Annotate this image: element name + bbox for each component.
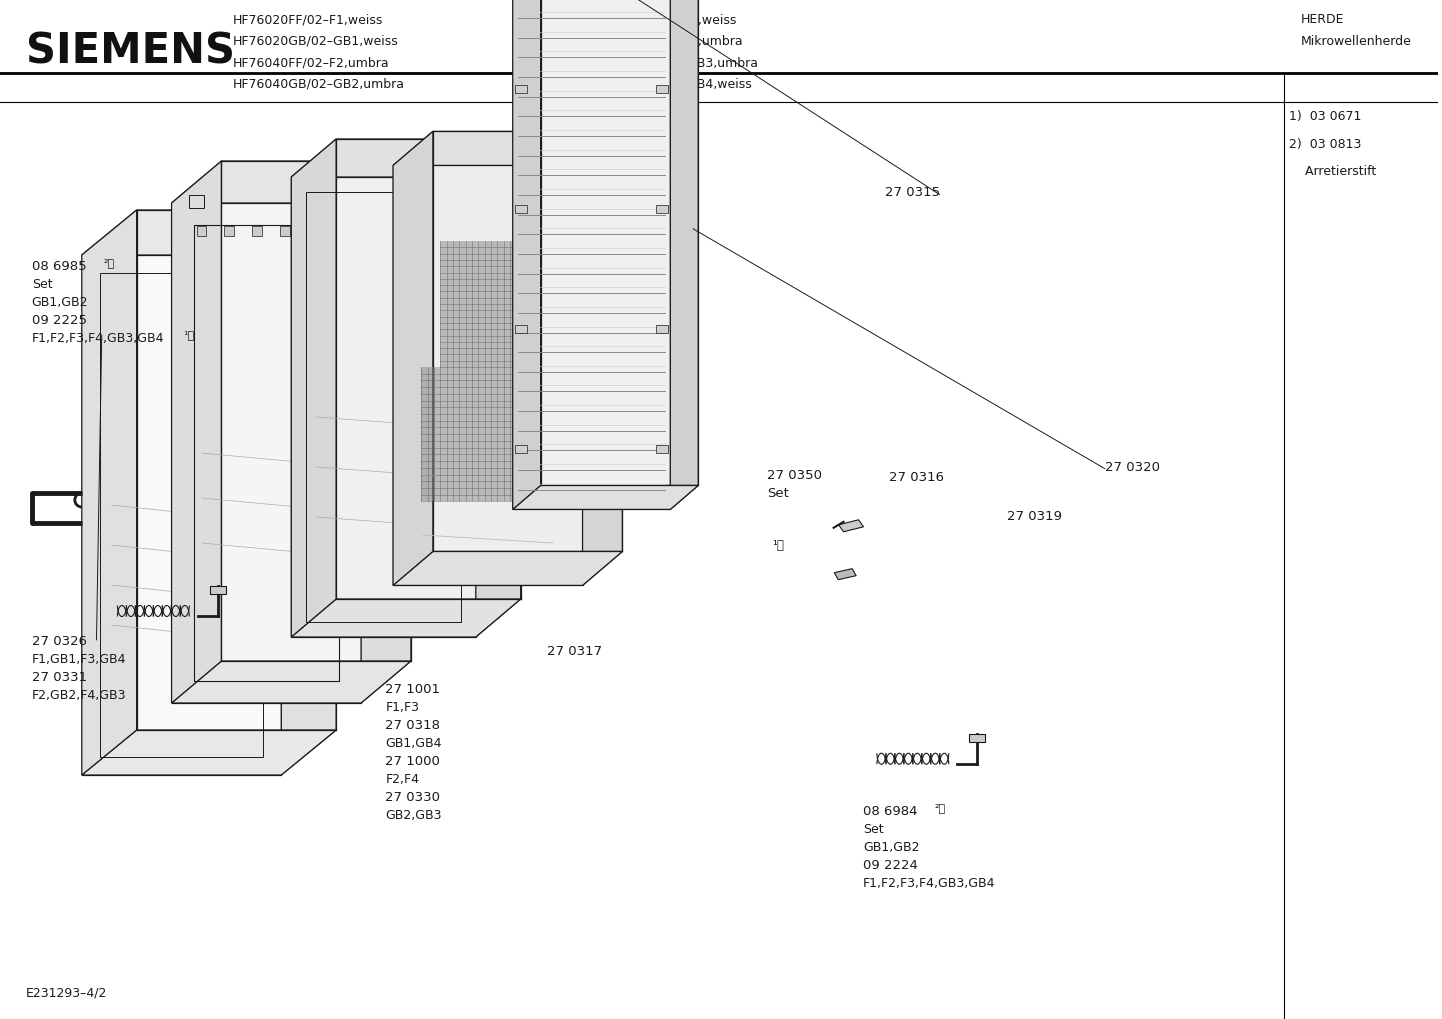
Text: F1,GB1,F3,GB4: F1,GB1,F3,GB4 [32, 653, 125, 665]
Polygon shape [360, 161, 411, 703]
Polygon shape [189, 195, 205, 208]
Text: GB2,GB3: GB2,GB3 [385, 809, 443, 821]
Text: GB1,GB2: GB1,GB2 [864, 841, 920, 854]
Polygon shape [394, 131, 623, 165]
Text: F1,F2,F3,F4,GB3,GB4: F1,F2,F3,F4,GB3,GB4 [32, 332, 164, 344]
Text: ²⧉: ²⧉ [104, 258, 114, 268]
Text: 27 0330: 27 0330 [385, 791, 440, 804]
Polygon shape [336, 226, 346, 236]
Polygon shape [513, 485, 698, 510]
Polygon shape [82, 255, 281, 775]
Text: HF76020FF/02–F1,weiss: HF76020FF/02–F1,weiss [234, 13, 384, 26]
Text: 08 6984: 08 6984 [864, 805, 917, 818]
Polygon shape [515, 445, 526, 453]
Polygon shape [394, 165, 583, 585]
Polygon shape [291, 139, 336, 637]
Text: 08 6985: 08 6985 [32, 260, 87, 273]
Polygon shape [252, 226, 262, 236]
Polygon shape [291, 599, 521, 637]
Text: Arretierstift: Arretierstift [1289, 165, 1376, 178]
Text: 27 0316: 27 0316 [888, 471, 945, 484]
Polygon shape [209, 587, 226, 594]
Text: HF76020FF/03–F3,weiss: HF76020FF/03–F3,weiss [587, 13, 737, 26]
Polygon shape [281, 210, 336, 775]
Text: F1,F3: F1,F3 [385, 701, 420, 713]
Polygon shape [421, 367, 516, 501]
Text: 09 2224: 09 2224 [864, 859, 919, 872]
Text: ²⧉: ²⧉ [934, 803, 946, 813]
Polygon shape [656, 445, 668, 453]
Text: HF76020GB/03–GB4,weiss: HF76020GB/03–GB4,weiss [587, 77, 753, 91]
Text: Set: Set [32, 278, 52, 290]
Polygon shape [225, 226, 235, 236]
Polygon shape [172, 161, 222, 703]
Text: 27 1001: 27 1001 [385, 683, 440, 696]
Polygon shape [839, 520, 864, 532]
Text: E231293–4/2: E231293–4/2 [26, 986, 107, 1000]
Text: F2,GB2,F4,GB3: F2,GB2,F4,GB3 [32, 689, 125, 702]
Text: HF76040GB/03–GB3,umbra: HF76040GB/03–GB3,umbra [587, 56, 758, 69]
Text: 27 0317: 27 0317 [547, 645, 601, 658]
Polygon shape [671, 0, 698, 510]
Text: ¹⧉: ¹⧉ [771, 539, 783, 551]
Text: HERDE: HERDE [1301, 13, 1344, 26]
Text: ¹⧉: ¹⧉ [183, 330, 195, 340]
Polygon shape [291, 139, 521, 177]
Text: GB1,GB4: GB1,GB4 [385, 737, 443, 750]
Polygon shape [172, 161, 411, 203]
Text: 27 1000: 27 1000 [385, 755, 440, 767]
Polygon shape [656, 325, 668, 333]
Text: HF76040FF/02–F2,umbra: HF76040FF/02–F2,umbra [234, 56, 389, 69]
Text: SIEMENS: SIEMENS [26, 31, 235, 72]
Text: 27 0318: 27 0318 [385, 718, 440, 732]
Text: 1)  03 0671: 1) 03 0671 [1289, 110, 1361, 123]
Text: HF76040GB/02–GB2,umbra: HF76040GB/02–GB2,umbra [234, 77, 405, 91]
Polygon shape [291, 177, 476, 637]
Polygon shape [515, 325, 526, 333]
Text: Mikrowellenherde: Mikrowellenherde [1301, 35, 1412, 48]
Text: 27 0315: 27 0315 [884, 186, 940, 200]
Text: HF76020GB/02–GB1,weiss: HF76020GB/02–GB1,weiss [234, 35, 399, 48]
Polygon shape [172, 661, 411, 703]
Polygon shape [513, 0, 671, 510]
Polygon shape [172, 203, 360, 703]
Polygon shape [969, 735, 985, 742]
Polygon shape [394, 131, 433, 585]
Text: 27 0319: 27 0319 [1007, 510, 1061, 523]
Polygon shape [82, 730, 336, 775]
Polygon shape [835, 569, 857, 580]
Polygon shape [656, 206, 668, 213]
Polygon shape [440, 242, 535, 367]
Text: 2)  03 0813: 2) 03 0813 [1289, 138, 1361, 151]
Text: 27 0326: 27 0326 [32, 635, 87, 648]
Polygon shape [309, 226, 319, 236]
Polygon shape [656, 86, 668, 94]
Polygon shape [513, 0, 541, 510]
Text: 27 0350: 27 0350 [767, 469, 822, 482]
Polygon shape [82, 210, 336, 255]
Polygon shape [82, 210, 137, 775]
Text: F1,F2,F3,F4,GB3,GB4: F1,F2,F3,F4,GB3,GB4 [864, 877, 995, 890]
Text: 27 0320: 27 0320 [1105, 461, 1159, 474]
Polygon shape [476, 139, 521, 637]
Text: Set: Set [767, 487, 789, 499]
Polygon shape [515, 86, 526, 94]
Polygon shape [280, 226, 290, 236]
Polygon shape [196, 226, 206, 236]
Polygon shape [515, 206, 526, 213]
Text: 09 2225: 09 2225 [32, 314, 87, 327]
Text: GB1,GB2: GB1,GB2 [32, 296, 88, 309]
Text: Set: Set [864, 823, 884, 836]
Polygon shape [583, 131, 623, 585]
Text: F2,F4: F2,F4 [385, 772, 420, 786]
Text: 27 0331: 27 0331 [32, 671, 87, 684]
Text: HF76040FF/03–F4,umbra: HF76040FF/03–F4,umbra [587, 35, 744, 48]
Polygon shape [329, 195, 345, 208]
Polygon shape [394, 551, 623, 585]
